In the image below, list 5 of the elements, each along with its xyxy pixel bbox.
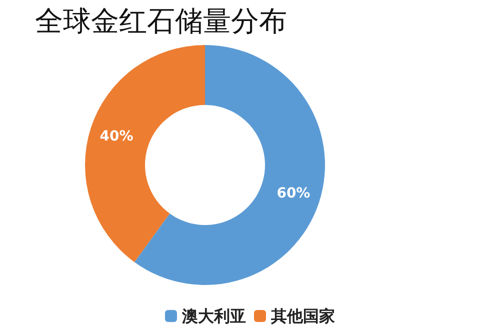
data-label: 40% (100, 128, 134, 144)
legend-label: 其他国家 (270, 306, 335, 326)
data-label: 60% (276, 186, 310, 202)
legend-label: 澳大利亚 (181, 306, 246, 326)
chart-title: 全球金红石储量分布 (35, 4, 287, 38)
